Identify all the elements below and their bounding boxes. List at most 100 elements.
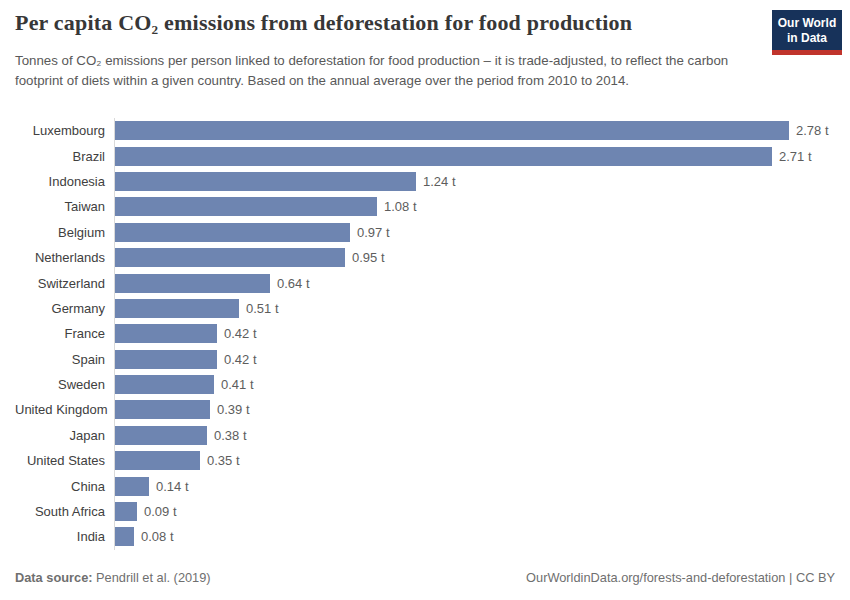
- bar-track: 0.14 t: [114, 473, 835, 498]
- country-label: France: [15, 326, 114, 341]
- chart-row: Luxembourg 2.78 t: [15, 118, 835, 143]
- country-label: Indonesia: [15, 174, 114, 189]
- footer-separator: |: [785, 570, 795, 585]
- country-label: India: [15, 529, 114, 544]
- bar-track: 0.97 t: [114, 220, 835, 245]
- page-title: Per capita CO₂ emissions from deforestat…: [15, 10, 760, 36]
- bar-track: 2.71 t: [114, 143, 835, 168]
- bar-track: 2.78 t: [114, 118, 835, 143]
- chart-row: United States 0.35 t: [15, 448, 835, 473]
- value-label: 0.64 t: [277, 276, 310, 291]
- chart-row: Spain 0.42 t: [15, 347, 835, 372]
- value-label: 0.08 t: [141, 529, 174, 544]
- bar-track: 1.24 t: [114, 169, 835, 194]
- value-label: 0.42 t: [224, 326, 257, 341]
- bar-track: 0.41 t: [114, 372, 835, 397]
- bar-track: 0.64 t: [114, 270, 835, 295]
- data-source-label: Data source:: [15, 570, 93, 585]
- chart-row: Netherlands 0.95 t: [15, 245, 835, 270]
- country-label: United States: [15, 453, 114, 468]
- country-label: Belgium: [15, 225, 114, 240]
- value-label: 1.24 t: [423, 174, 456, 189]
- owid-logo[interactable]: Our World in Data: [772, 10, 842, 55]
- chart-row: France 0.42 t: [15, 321, 835, 346]
- bar: [115, 477, 149, 496]
- bar-track: 0.51 t: [114, 296, 835, 321]
- data-source: Data source: Pendrill et al. (2019): [15, 570, 211, 585]
- footer-citation: OurWorldinData.org/forests-and-deforesta…: [526, 570, 835, 585]
- bar-track: 0.09 t: [114, 499, 835, 524]
- bar: [115, 172, 416, 191]
- chart-row: Brazil 2.71 t: [15, 143, 835, 168]
- value-label: 0.14 t: [156, 479, 189, 494]
- bar: [115, 324, 217, 343]
- country-label: Sweden: [15, 377, 114, 392]
- chart-row: Indonesia 1.24 t: [15, 169, 835, 194]
- bar-track: 0.39 t: [114, 397, 835, 422]
- bar: [115, 223, 350, 242]
- bar: [115, 274, 270, 293]
- data-source-value: Pendrill et al. (2019): [93, 570, 211, 585]
- bar: [115, 502, 137, 521]
- bar-track: 0.38 t: [114, 423, 835, 448]
- country-label: Spain: [15, 352, 114, 367]
- bar: [115, 248, 345, 267]
- country-label: Netherlands: [15, 250, 114, 265]
- value-label: 0.09 t: [144, 504, 177, 519]
- value-label: 0.39 t: [217, 402, 250, 417]
- value-label: 0.41 t: [221, 377, 254, 392]
- bar: [115, 147, 772, 166]
- bar: [115, 451, 200, 470]
- bar-chart: Luxembourg 2.78 t Brazil 2.71 t Indonesia 1.2…: [15, 118, 835, 550]
- country-label: Switzerland: [15, 276, 114, 291]
- footer-url[interactable]: OurWorldinData.org/forests-and-deforesta…: [526, 570, 785, 585]
- country-label: Brazil: [15, 149, 114, 164]
- bar-track: 0.42 t: [114, 347, 835, 372]
- value-label: 1.08 t: [384, 199, 417, 214]
- chart-row: Japan 0.38 t: [15, 423, 835, 448]
- country-label: Germany: [15, 301, 114, 316]
- chart-row: Germany 0.51 t: [15, 296, 835, 321]
- bar: [115, 400, 210, 419]
- chart-row: Sweden 0.41 t: [15, 372, 835, 397]
- country-label: United Kingdom: [15, 402, 114, 417]
- chart-row: Taiwan 1.08 t: [15, 194, 835, 219]
- value-label: 2.78 t: [796, 123, 829, 138]
- bar: [115, 299, 239, 318]
- chart-row: South Africa 0.09 t: [15, 499, 835, 524]
- footer-license[interactable]: CC BY: [796, 570, 835, 585]
- chart-row: India 0.08 t: [15, 524, 835, 549]
- bar-track: 0.08 t: [114, 524, 835, 549]
- owid-logo-line2: in Data: [787, 31, 827, 45]
- chart-row: China 0.14 t: [15, 473, 835, 498]
- bar: [115, 121, 789, 140]
- chart-row: Belgium 0.97 t: [15, 220, 835, 245]
- value-label: 0.35 t: [207, 453, 240, 468]
- country-label: China: [15, 479, 114, 494]
- bar-track: 0.42 t: [114, 321, 835, 346]
- owid-logo-line1: Our World: [778, 16, 836, 30]
- value-label: 0.97 t: [357, 225, 390, 240]
- country-label: Luxembourg: [15, 123, 114, 138]
- bar: [115, 197, 377, 216]
- chart-footer: Data source: Pendrill et al. (2019) OurW…: [15, 570, 835, 585]
- bar-track: 0.35 t: [114, 448, 835, 473]
- value-label: 0.42 t: [224, 352, 257, 367]
- country-label: South Africa: [15, 504, 114, 519]
- bar: [115, 375, 214, 394]
- value-label: 0.38 t: [214, 428, 247, 443]
- value-label: 2.71 t: [779, 149, 812, 164]
- chart-row: Switzerland 0.64 t: [15, 270, 835, 295]
- bar-track: 1.08 t: [114, 194, 835, 219]
- bar: [115, 350, 217, 369]
- country-label: Taiwan: [15, 199, 114, 214]
- value-label: 0.95 t: [352, 250, 385, 265]
- value-label: 0.51 t: [246, 301, 279, 316]
- chart-subtitle: Tonnes of CO₂ emissions per person linke…: [15, 51, 753, 90]
- country-label: Japan: [15, 428, 114, 443]
- bar: [115, 527, 134, 546]
- chart-row: United Kingdom 0.39 t: [15, 397, 835, 422]
- bar: [115, 426, 207, 445]
- owid-chart-page: Per capita CO₂ emissions from deforestat…: [0, 0, 850, 600]
- bar-track: 0.95 t: [114, 245, 835, 270]
